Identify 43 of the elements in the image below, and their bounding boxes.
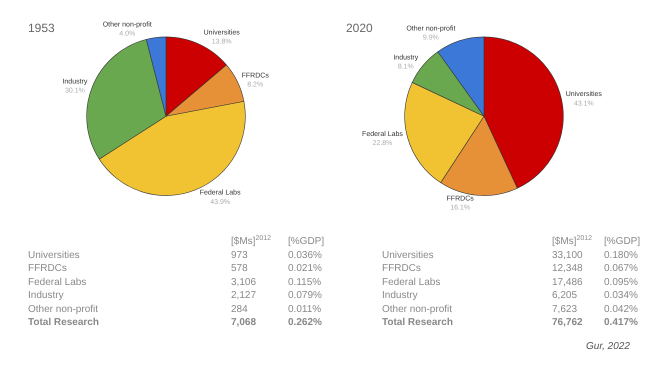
text: 0.180%: [604, 250, 638, 261]
text: [$Ms]$^{2012}$: [231, 235, 272, 248]
text: 973: [231, 250, 248, 261]
chart-title: 1953: [28, 21, 56, 35]
text: [%GDP]: [288, 236, 324, 247]
text: Gur, 2022: [586, 341, 630, 352]
text: Industry: [382, 290, 418, 301]
text: Federal Labs: [382, 277, 440, 288]
text: 0.011%: [288, 304, 322, 315]
text: 0.036%: [288, 250, 322, 261]
text: 0.417%: [604, 317, 638, 328]
text: Federal Labs: [28, 277, 86, 288]
text: 0.067%: [604, 263, 638, 274]
text: FFRDCs: [382, 263, 421, 274]
text: 0.021%: [288, 263, 322, 274]
text: 0.042%: [604, 304, 638, 315]
text: 6,205: [552, 290, 578, 301]
text: 578: [231, 263, 248, 274]
text: Universities: [28, 250, 80, 261]
text: [%GDP]: [604, 236, 640, 247]
text: 0.034%: [604, 290, 638, 301]
text: 0.079%: [288, 290, 322, 301]
text: 12,348: [552, 263, 584, 274]
text: Industry: [28, 290, 64, 301]
text: 7,068: [231, 317, 256, 328]
text: 0.115%: [288, 277, 322, 288]
text: 0.262%: [288, 317, 322, 328]
text: 284: [231, 304, 248, 315]
text: 0.095%: [604, 277, 638, 288]
text: Total Research: [28, 317, 99, 328]
text: 3,106: [231, 277, 256, 288]
text: Other non-profit: [28, 304, 98, 315]
text: Total Research: [382, 317, 453, 328]
text: Other non-profit: [382, 304, 452, 315]
text: [$Ms]$^{2012}$: [552, 235, 592, 248]
text: FFRDCs: [28, 263, 67, 274]
text: 17,486: [552, 277, 584, 288]
text: 33,100: [552, 250, 584, 261]
text: 7,623: [552, 304, 578, 315]
text: 2,127: [231, 290, 256, 301]
text: Universities: [382, 250, 434, 261]
chart-title: 2020: [346, 21, 374, 35]
text: 76,762: [552, 317, 584, 328]
